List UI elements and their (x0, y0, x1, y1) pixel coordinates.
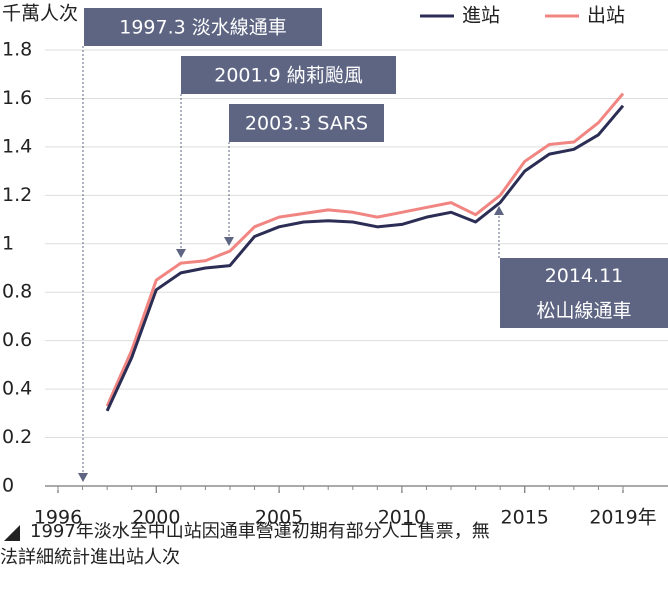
x-tick-label: 2000 (132, 507, 180, 529)
y-axis-label: 千萬人次 (2, 3, 78, 25)
x-tick-label: 2015 (501, 507, 549, 529)
annotation-text: 2014.11 (545, 265, 624, 287)
note-icon (4, 525, 20, 541)
annotation-box (181, 56, 396, 94)
x-tick-label: 1996 (34, 507, 82, 529)
x-tick-label: 2005 (255, 507, 303, 529)
y-tick-label: 0.6 (2, 329, 32, 351)
x-tick-label: 2019年 (589, 507, 656, 529)
y-tick-label: 0.2 (2, 426, 32, 448)
annotation-arrowhead (78, 473, 88, 482)
y-tick-label: 0.4 (2, 378, 32, 400)
annotation-text: 松山線通車 (536, 300, 631, 322)
legend-label: 出站 (587, 5, 625, 27)
annotation-box (229, 104, 384, 142)
annotation-text: 2001.9 納莉颱風 (214, 65, 363, 87)
y-tick-label: 0 (2, 475, 14, 497)
annotation-text: 1997.3 淡水線通車 (119, 17, 287, 39)
y-tick-label: 1.8 (2, 39, 32, 61)
x-tick-label: 2010 (378, 507, 426, 529)
annotation-arrowhead (494, 206, 504, 215)
y-tick-label: 1 (2, 232, 14, 254)
series-line (105, 92, 625, 407)
y-tick-label: 0.8 (2, 281, 32, 303)
series-line (105, 104, 625, 412)
annotation-text: 2003.3 SARS (245, 113, 368, 135)
y-tick-label: 1.6 (2, 87, 32, 109)
note: 1997年淡水至中山站因通車營運初期有部分人工售票，無法詳細統計進出站人次 (0, 521, 490, 568)
annotation-arrowhead (176, 249, 186, 258)
y-tick-label: 1.4 (2, 135, 32, 157)
annotation-arrowhead (224, 237, 234, 246)
annotation-box (84, 8, 322, 46)
legend-label: 進站 (462, 5, 500, 27)
y-tick-label: 1.2 (2, 184, 32, 206)
annotation-box (500, 258, 668, 328)
